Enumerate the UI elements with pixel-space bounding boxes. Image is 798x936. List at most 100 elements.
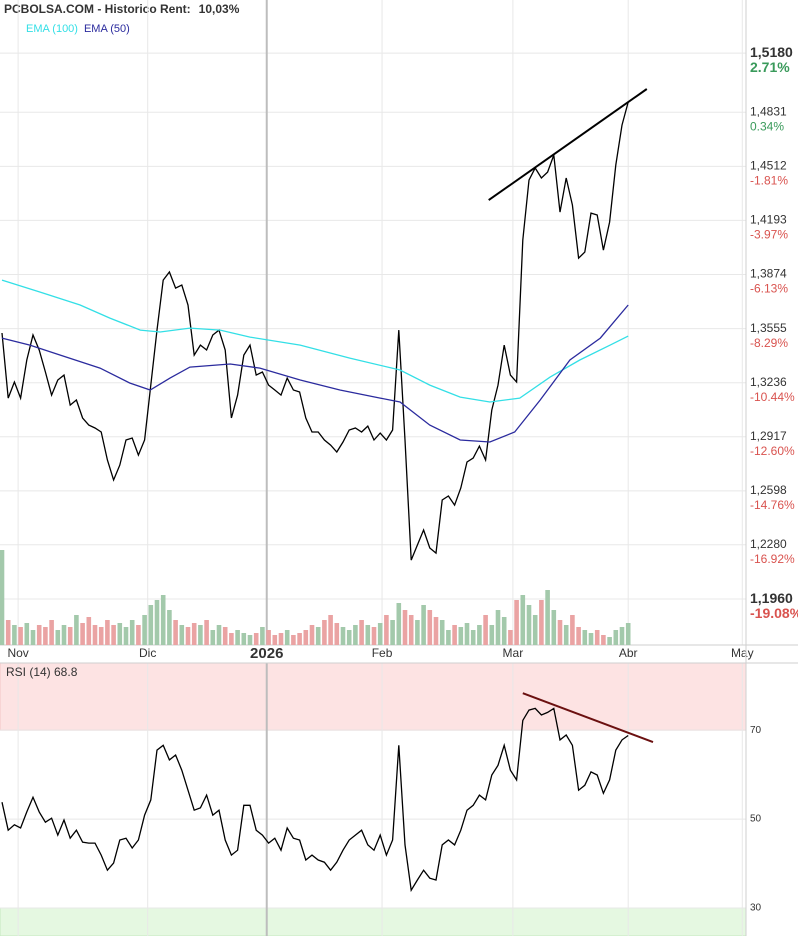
volume-bar: [588, 633, 594, 645]
volume-bar: [198, 625, 203, 645]
volume-bar: [253, 633, 259, 645]
pct-tick-label: -3.97%: [750, 228, 788, 242]
volume-bar: [359, 620, 364, 645]
volume-bar: [601, 635, 606, 645]
pct-tick-label: 2.71%: [750, 59, 790, 75]
volume-bar: [148, 605, 154, 645]
volume-bar: [452, 625, 457, 645]
pct-tick-label: -8.29%: [750, 336, 788, 350]
volume-bar: [340, 627, 346, 645]
volume-bar: [346, 630, 352, 645]
rsi-title: RSI (14) 68.8: [6, 665, 78, 679]
volume-bar: [291, 635, 296, 645]
volume-bar: [55, 630, 61, 645]
volume-bar: [98, 627, 104, 645]
y-tick-label: 1,3555: [750, 321, 787, 335]
volume-bar: [520, 595, 526, 645]
y-tick-label: 1,1960: [750, 590, 793, 606]
volume-bar: [179, 625, 185, 645]
y-tick-label: 1,3874: [750, 267, 787, 281]
pct-tick-label: -6.13%: [750, 282, 788, 296]
volume-bar: [551, 610, 557, 645]
series-line: [1, 279, 629, 403]
volume-bar: [613, 630, 619, 645]
volume-bar: [142, 615, 147, 645]
volume-bar: [43, 627, 48, 645]
pct-tick-label: -14.76%: [750, 498, 795, 512]
volume-bar: [427, 610, 433, 645]
x-tick-label: Nov: [7, 646, 28, 660]
volume-bar: [80, 623, 85, 645]
volume-bar: [514, 600, 519, 645]
volume-bar: [49, 620, 54, 645]
volume-bar: [191, 623, 197, 645]
volume-bar: [18, 627, 23, 645]
volume-bar: [495, 610, 501, 645]
y-tick-label: 1,2598: [750, 483, 787, 497]
volume-bar: [508, 630, 513, 645]
series-line: [1, 304, 629, 443]
overbought-band: [0, 662, 747, 731]
volume-bar: [74, 615, 79, 645]
volume-bar: [489, 625, 495, 645]
volume-bar: [483, 615, 488, 645]
volume-bar: [365, 625, 371, 645]
y-tick-label: 1,4831: [750, 104, 787, 118]
y-tick-label: 1,3236: [750, 375, 787, 389]
volume-bar: [117, 623, 123, 645]
x-tick-label: Feb: [372, 646, 393, 660]
volume-bar: [464, 623, 470, 645]
volume-bar: [235, 630, 240, 645]
volume-bar: [545, 590, 550, 645]
trend-line: [488, 88, 648, 201]
volume-bar: [458, 627, 464, 645]
trend-line: [522, 692, 654, 744]
y-tick-label: 1,4193: [750, 213, 787, 227]
volume-bar: [123, 627, 129, 645]
volume-bar: [322, 620, 327, 645]
series-line: [1, 101, 629, 561]
volume-bar: [105, 620, 110, 645]
volume-bar: [5, 620, 11, 645]
y-tick-label: 1,2917: [750, 429, 787, 443]
volume-bar: [36, 625, 42, 645]
volume-bar: [315, 627, 321, 645]
volume-bar: [539, 600, 544, 645]
pct-tick-label: -16.92%: [750, 552, 795, 566]
volume-bar: [371, 627, 377, 645]
volume-bar: [30, 630, 36, 645]
volume-bar: [154, 600, 160, 645]
volume-bar: [532, 615, 538, 645]
volume-bar: [619, 627, 625, 645]
volume-bar: [353, 625, 358, 645]
volume-bar: [570, 615, 575, 645]
series-line: [1, 707, 629, 893]
pct-tick-label: 0.34%: [750, 119, 784, 133]
volume-bar: [12, 625, 17, 645]
volume-bar: [433, 617, 439, 645]
volume-bar: [167, 610, 172, 645]
volume-bar: [86, 617, 92, 645]
volume-bar: [421, 605, 426, 645]
y-tick-label: 70: [750, 725, 762, 736]
x-tick-label: 2026: [250, 645, 283, 662]
volume-bar: [0, 550, 5, 645]
volume-bar: [594, 630, 600, 645]
pct-tick-label: -10.44%: [750, 390, 795, 404]
volume-bar: [557, 620, 563, 645]
volume-bar: [470, 630, 476, 645]
volume-bar: [266, 630, 271, 645]
volume-bar: [576, 627, 581, 645]
y-tick-label: 1,2280: [750, 537, 787, 551]
volume-bar: [92, 625, 98, 645]
y-tick-label: 30: [750, 903, 762, 914]
volume-bar: [377, 623, 383, 645]
volume-bar: [222, 627, 228, 645]
pct-tick-label: -1.81%: [750, 174, 788, 188]
volume-bar: [24, 623, 30, 645]
x-tick-label: Dic: [139, 646, 156, 660]
volume-bar: [384, 615, 389, 645]
pct-tick-label: -12.60%: [750, 444, 795, 458]
volume-bar: [160, 595, 166, 645]
